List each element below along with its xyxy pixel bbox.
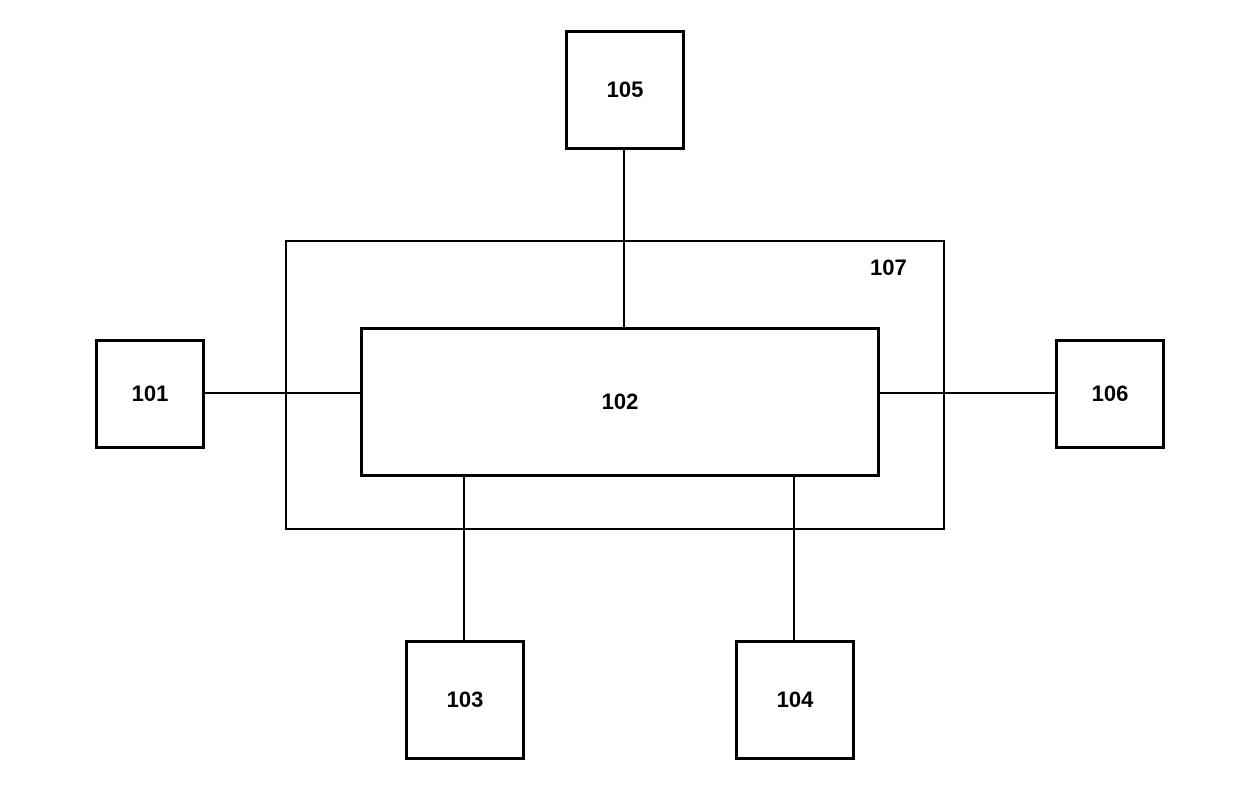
node-102: 102 xyxy=(360,327,880,477)
node-103-label: 103 xyxy=(447,687,484,713)
container-107-label: 107 xyxy=(870,255,907,281)
node-101: 101 xyxy=(95,339,205,449)
node-105-label: 105 xyxy=(607,77,644,103)
node-104: 104 xyxy=(735,640,855,760)
node-103: 103 xyxy=(405,640,525,760)
node-105: 105 xyxy=(565,30,685,150)
node-102-label: 102 xyxy=(602,389,639,415)
node-104-label: 104 xyxy=(777,687,814,713)
edge-102-106 xyxy=(880,392,1055,394)
edge-105-102 xyxy=(623,150,625,327)
edge-101-102 xyxy=(205,392,360,394)
node-106-label: 106 xyxy=(1092,381,1129,407)
edge-102-104 xyxy=(793,477,795,640)
node-106: 106 xyxy=(1055,339,1165,449)
edge-102-103 xyxy=(463,477,465,640)
node-101-label: 101 xyxy=(132,381,169,407)
